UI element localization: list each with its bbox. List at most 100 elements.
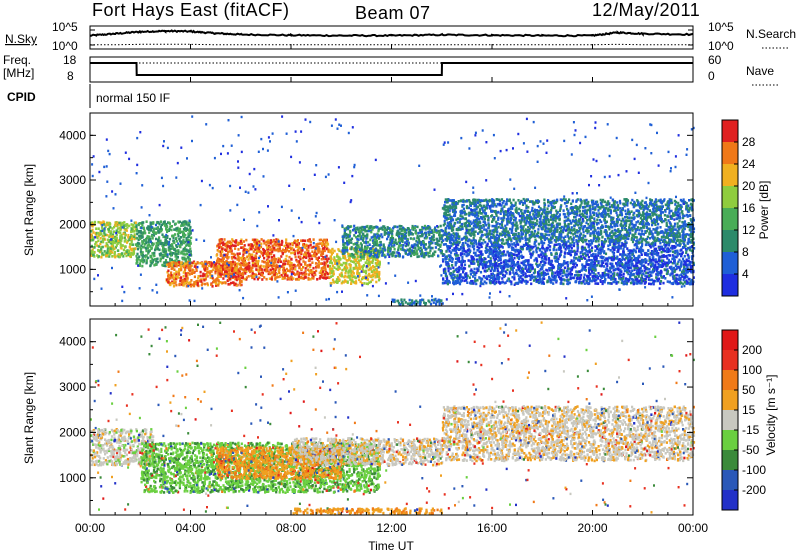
power-cell bbox=[154, 258, 157, 261]
power-cell bbox=[319, 242, 322, 245]
power-cell bbox=[186, 277, 189, 280]
power-cell bbox=[407, 233, 410, 237]
power-cell bbox=[175, 229, 178, 232]
power-cell bbox=[172, 220, 175, 223]
power-cell bbox=[157, 229, 160, 233]
power-cell bbox=[543, 217, 546, 220]
power-cell bbox=[165, 228, 168, 231]
power-cell bbox=[651, 214, 654, 217]
power-cell bbox=[260, 242, 263, 246]
power-cell bbox=[488, 229, 491, 233]
power-cell bbox=[260, 273, 263, 276]
power-cell bbox=[435, 237, 438, 241]
power-cell bbox=[278, 258, 281, 261]
freq-right-label: Nave bbox=[746, 64, 774, 78]
power-cell bbox=[92, 236, 95, 240]
power-cell bbox=[136, 241, 140, 245]
power-cell bbox=[392, 226, 395, 230]
power-cell bbox=[343, 249, 346, 252]
power-cell bbox=[164, 249, 167, 253]
power-cell bbox=[500, 239, 503, 242]
power-cell bbox=[329, 275, 333, 278]
power-cell bbox=[262, 247, 265, 251]
power-cell bbox=[381, 235, 384, 239]
power-cell bbox=[304, 263, 307, 267]
power-cell bbox=[393, 298, 396, 302]
power-cell bbox=[499, 222, 502, 226]
power-cell bbox=[528, 218, 531, 221]
power-cell bbox=[297, 242, 301, 245]
power-cell bbox=[374, 275, 377, 279]
power-cell bbox=[278, 266, 282, 270]
power-cell bbox=[372, 251, 375, 254]
power-cell bbox=[530, 209, 534, 212]
power-cell bbox=[172, 284, 176, 288]
power-cell bbox=[373, 234, 376, 238]
power-cell bbox=[477, 211, 480, 214]
power-cell bbox=[609, 222, 613, 226]
power-cell bbox=[167, 265, 170, 268]
power-cell bbox=[360, 228, 363, 232]
power-cell bbox=[425, 236, 428, 240]
power-cell bbox=[251, 257, 254, 261]
power-cell bbox=[663, 231, 666, 234]
power-cell bbox=[331, 269, 334, 272]
power-cell bbox=[676, 229, 679, 233]
power-cell bbox=[175, 270, 178, 274]
power-cell bbox=[227, 283, 230, 286]
power-cell bbox=[146, 246, 150, 250]
power-cell bbox=[376, 257, 379, 260]
power-cell bbox=[432, 233, 435, 237]
power-cell bbox=[228, 271, 231, 274]
power-cell bbox=[626, 219, 629, 223]
power-cell bbox=[282, 262, 285, 266]
power-cell bbox=[604, 229, 607, 232]
power-cell bbox=[376, 249, 379, 252]
power-cell bbox=[274, 258, 277, 261]
power-cell bbox=[555, 209, 558, 213]
power-cell bbox=[342, 246, 345, 250]
power-cell bbox=[273, 248, 276, 252]
power-cell bbox=[249, 256, 252, 259]
power-cell bbox=[553, 227, 556, 230]
power-cell bbox=[464, 221, 468, 225]
power-cell bbox=[643, 224, 646, 227]
power-cell bbox=[587, 200, 590, 204]
power-scatter bbox=[90, 115, 696, 307]
power-cell bbox=[98, 233, 101, 237]
power-cell bbox=[600, 203, 603, 206]
power-cell bbox=[358, 232, 361, 235]
power-cell bbox=[311, 261, 314, 264]
power-cell bbox=[383, 230, 386, 234]
power-cell bbox=[238, 270, 241, 274]
power-cell bbox=[277, 269, 280, 273]
power-cell bbox=[209, 270, 212, 273]
power-cell bbox=[185, 262, 189, 265]
power-cell bbox=[312, 266, 315, 270]
power-cell bbox=[348, 258, 351, 261]
power-cell bbox=[583, 202, 587, 205]
power-cell bbox=[323, 263, 326, 266]
power-cell bbox=[250, 274, 253, 278]
power-cell bbox=[375, 255, 378, 259]
power-cell bbox=[107, 230, 110, 233]
power-cell bbox=[411, 233, 414, 236]
power-cell bbox=[111, 251, 114, 254]
power-cell bbox=[290, 251, 293, 255]
power-cell bbox=[150, 260, 153, 263]
power-cell bbox=[239, 283, 242, 287]
power-cell bbox=[145, 249, 148, 253]
power-cell bbox=[182, 284, 185, 287]
power-cell bbox=[123, 228, 126, 231]
power-cell bbox=[540, 237, 543, 241]
power-cell bbox=[353, 260, 356, 264]
power-cell bbox=[369, 280, 372, 284]
power-cell bbox=[516, 224, 519, 227]
power-cell bbox=[164, 243, 167, 247]
power-cell bbox=[187, 250, 190, 254]
power-cell bbox=[238, 281, 241, 285]
power-cell bbox=[152, 230, 155, 233]
power-cell bbox=[531, 206, 534, 210]
power-cell bbox=[421, 251, 424, 254]
power-cell bbox=[177, 250, 180, 254]
